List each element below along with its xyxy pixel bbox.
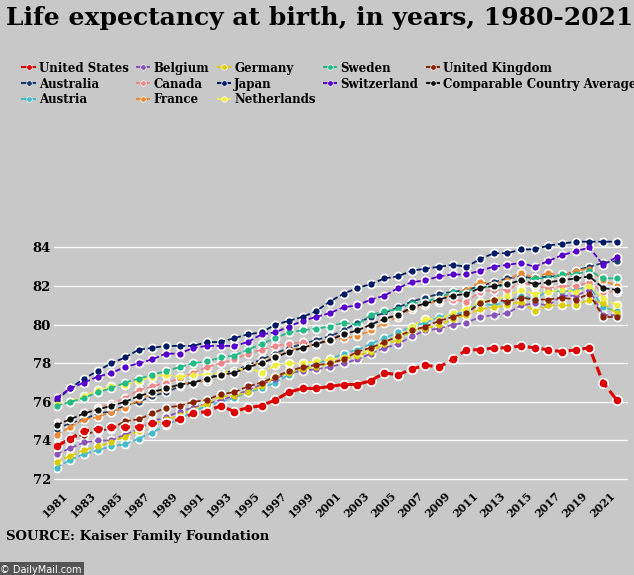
Text: SOURCE: Kaiser Family Foundation: SOURCE: Kaiser Family Foundation — [6, 530, 269, 543]
Legend: United States, Australia, Austria, Belgium, Canada, France, Germany, Japan, Neth: United States, Australia, Austria, Belgi… — [16, 57, 634, 111]
Text: Life expectancy at birth, in years, 1980-2021: Life expectancy at birth, in years, 1980… — [6, 6, 633, 30]
Text: © DailyMail.com: © DailyMail.com — [0, 565, 82, 575]
